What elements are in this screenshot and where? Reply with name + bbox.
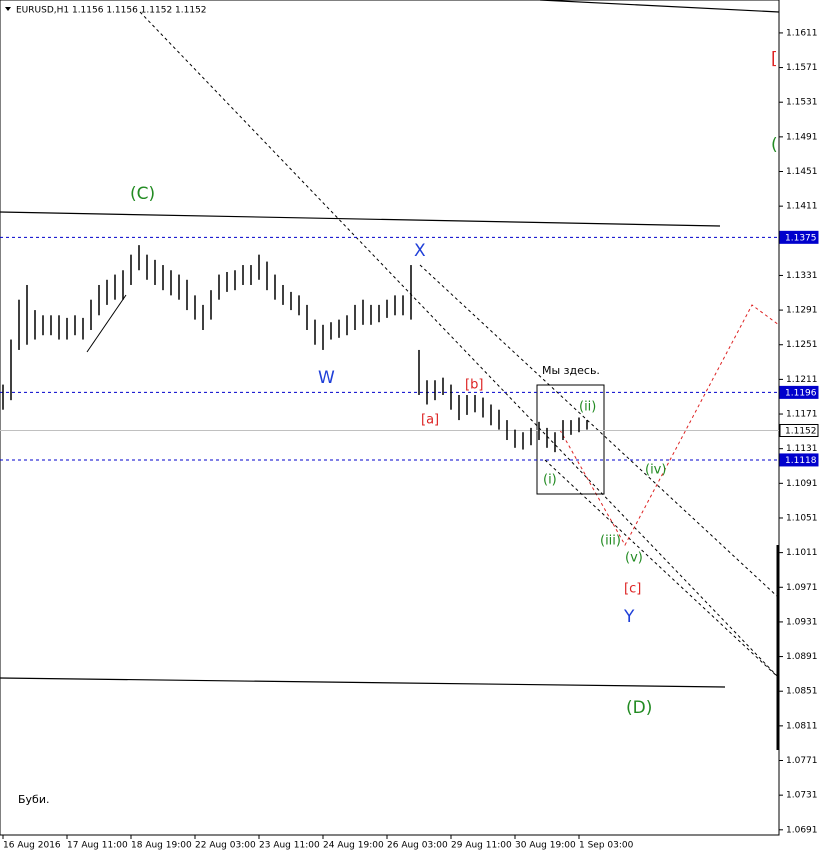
wave-label: (iii): [600, 534, 621, 549]
wave-label: (: [771, 135, 778, 155]
wave-label: (iv): [645, 463, 666, 478]
price-level-box: [779, 423, 819, 437]
price-level-box: [779, 453, 819, 467]
x-tick-label: 23 Aug 11:00: [259, 841, 320, 851]
y-tick-label: 1.0891: [786, 652, 818, 662]
wave-label: (ii): [579, 400, 596, 415]
y-tick-label: 1.1411: [786, 202, 818, 212]
y-tick-label: 1.1451: [786, 167, 818, 177]
x-tick-label: 30 Aug 19:00: [515, 841, 576, 851]
y-tick-label: 1.0691: [786, 825, 818, 835]
wave-label: (D): [626, 698, 652, 718]
trendline: [86, 294, 127, 353]
x-tick-label: 26 Aug 03:00: [387, 841, 448, 851]
trendline: [539, 0, 780, 13]
price-level-label: 1.1118: [785, 456, 817, 466]
y-tick-label: 1.1011: [786, 548, 818, 558]
wave-label: (i): [543, 473, 557, 488]
y-tick-label: 1.1211: [786, 375, 818, 385]
y-tick-label: 1.0851: [786, 687, 818, 697]
forecast-path: [559, 304, 780, 547]
x-tick-label: 18 Aug 19:00: [131, 841, 192, 851]
wave-label: [b]: [465, 378, 483, 393]
y-tick-label: 1.0811: [786, 721, 818, 731]
price-level-box: [779, 385, 819, 399]
price-level-label: 1.1375: [785, 233, 817, 243]
plot-frame: [0, 0, 780, 836]
drawings: [0, 0, 780, 750]
wave-label: [c]: [624, 582, 641, 597]
wave-label: X: [414, 241, 426, 261]
y-tick-label: 1.1091: [786, 479, 818, 489]
focus-box: [536, 384, 605, 495]
x-tick-label: 16 Aug 2016: [3, 841, 61, 851]
wave-label: Y: [623, 607, 635, 627]
y-tick-label: 1.1051: [786, 513, 818, 523]
y-tick-label: 1.0971: [786, 583, 818, 593]
chart-title: EURUSD,H1 1.1156 1.1156 1.1152 1.1152: [16, 6, 207, 16]
x-tick-label: 29 Aug 11:00: [451, 841, 512, 851]
wave-label: (C): [130, 184, 155, 204]
wave-label: [a]: [421, 413, 439, 428]
y-tick-label: 1.1571: [786, 63, 818, 73]
price-level-label: 1.1152: [785, 426, 817, 436]
y-tick-label: 1.1611: [786, 28, 818, 38]
wave-label: Буби.: [18, 793, 50, 806]
y-tick-label: 1.0731: [786, 791, 818, 801]
x-tick-label: 1 Sep 03:00: [579, 841, 634, 851]
channel-line: [139, 11, 780, 679]
price-level-label: 1.1196: [785, 388, 817, 398]
y-tick-label: 1.1131: [786, 444, 818, 454]
channel-line: [419, 264, 780, 599]
trendline: [0, 211, 721, 227]
wave-label: Мы здесь.: [542, 364, 600, 377]
y-tick-label: 1.1251: [786, 340, 818, 350]
channel-line: [544, 459, 780, 679]
y-tick-label: 1.1171: [786, 410, 818, 420]
x-tick-label: 24 Aug 19:00: [323, 841, 384, 851]
trendline: [0, 677, 726, 688]
y-tick-label: 1.0931: [786, 617, 818, 627]
y-tick-label: 1.1291: [786, 306, 818, 316]
y-tick-label: 1.1491: [786, 132, 818, 142]
x-tick-label: 17 Aug 11:00: [67, 841, 128, 851]
price-level-box: [779, 230, 819, 244]
y-tick-label: 1.1331: [786, 271, 818, 281]
y-tick-label: 1.0771: [786, 756, 818, 766]
wave-label: W: [318, 368, 335, 388]
y-tick-label: 1.1531: [786, 98, 818, 108]
wave-label: (v): [625, 551, 643, 566]
menu-arrow[interactable]: [5, 7, 11, 11]
x-tick-label: 22 Aug 03:00: [195, 841, 256, 851]
wave-label: [: [771, 49, 778, 69]
